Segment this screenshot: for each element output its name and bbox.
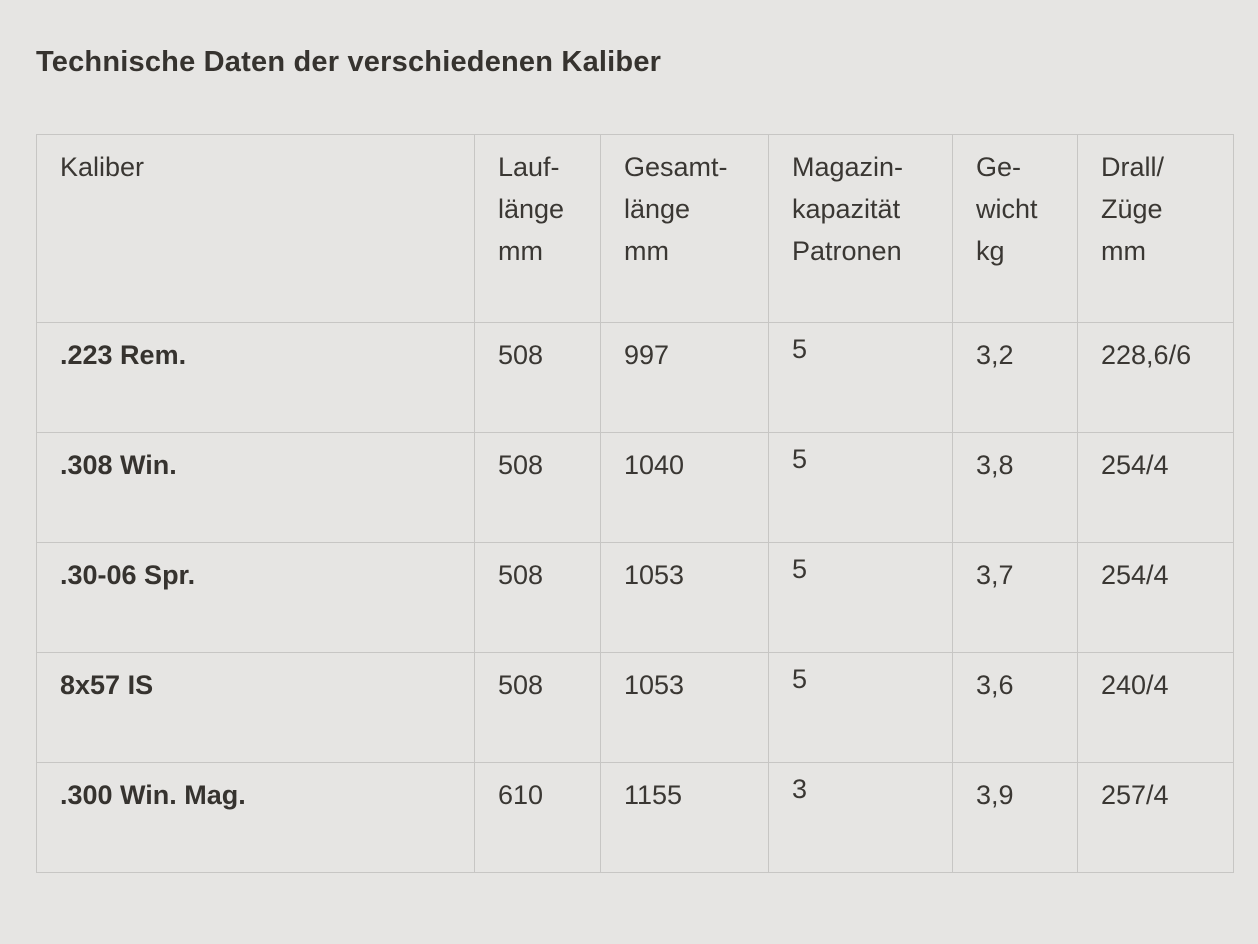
cell-kaliber: .30-06 Spr. xyxy=(36,542,475,653)
cell-kaliber: .308 Win. xyxy=(36,432,475,543)
column-header-gesamtlaenge: Gesamt- länge mm xyxy=(600,134,769,323)
cell-value: 257/4 xyxy=(1101,780,1169,810)
cell-value: 254/4 xyxy=(1101,450,1169,480)
cell-magazin: 5 xyxy=(768,322,953,433)
cell-magazin: 5 xyxy=(768,652,953,763)
cell-value: 508 xyxy=(498,560,544,590)
column-header-kaliber: Kaliber xyxy=(36,134,475,323)
cell-value: 8x57 IS xyxy=(60,670,154,700)
cell-gesamtlaenge: 1155 xyxy=(600,762,769,873)
cell-value: 240/4 xyxy=(1101,670,1169,700)
table-row: .30-06 Spr. 508 1053 5 3,7 254/4 xyxy=(36,542,1234,653)
cell-value: 5 xyxy=(792,664,808,694)
cell-magazin: 5 xyxy=(768,432,953,543)
cell-drall: 240/4 xyxy=(1077,652,1234,763)
cell-drall: 228,6/6 xyxy=(1077,322,1234,433)
cell-gesamtlaenge: 997 xyxy=(600,322,769,433)
cell-lauflaenge: 508 xyxy=(474,432,601,543)
cell-kaliber: .223 Rem. xyxy=(36,322,475,433)
cell-lauflaenge: 508 xyxy=(474,322,601,433)
cell-value: 3,2 xyxy=(976,340,1014,370)
cell-magazin: 5 xyxy=(768,542,953,653)
cell-value: 3,7 xyxy=(976,560,1014,590)
cell-value: 5 xyxy=(792,554,808,584)
column-header-drall: Drall/ Züge mm xyxy=(1077,134,1234,323)
cell-gewicht: 3,6 xyxy=(952,652,1078,763)
cell-value: 508 xyxy=(498,450,544,480)
cell-value: 508 xyxy=(498,340,544,370)
cell-magazin: 3 xyxy=(768,762,953,873)
cell-drall: 254/4 xyxy=(1077,432,1234,543)
cell-value: 1040 xyxy=(624,450,685,480)
cell-value: 610 xyxy=(498,780,544,810)
technical-data-table: Kaliber Lauf- länge mm Gesamt- länge mm … xyxy=(36,134,1234,873)
cell-value: .223 Rem. xyxy=(60,340,187,370)
page-title: Technische Daten der verschiedenen Kalib… xyxy=(36,46,662,78)
column-header-gewicht: Ge- wicht kg xyxy=(952,134,1078,323)
cell-kaliber: 8x57 IS xyxy=(36,652,475,763)
cell-gewicht: 3,2 xyxy=(952,322,1078,433)
cell-value: 1155 xyxy=(624,780,683,810)
table-row: 8x57 IS 508 1053 5 3,6 240/4 xyxy=(36,652,1234,763)
cell-value: .300 Win. Mag. xyxy=(60,780,246,810)
page: Technische Daten der verschiedenen Kalib… xyxy=(0,45,1258,944)
cell-gewicht: 3,7 xyxy=(952,542,1078,653)
cell-gewicht: 3,9 xyxy=(952,762,1078,873)
cell-value: 1053 xyxy=(624,560,685,590)
cell-value: 3,6 xyxy=(976,670,1014,700)
cell-gesamtlaenge: 1053 xyxy=(600,542,769,653)
cell-value: .30-06 Spr. xyxy=(60,560,196,590)
cell-gesamtlaenge: 1053 xyxy=(600,652,769,763)
table-row: .223 Rem. 508 997 5 3,2 228,6/6 xyxy=(36,322,1234,433)
column-header-lauflaenge: Lauf- länge mm xyxy=(474,134,601,323)
cell-kaliber: .300 Win. Mag. xyxy=(36,762,475,873)
cell-value: 3,8 xyxy=(976,450,1014,480)
cell-value: 3 xyxy=(792,774,808,804)
cell-value: 228,6/6 xyxy=(1101,340,1192,370)
cell-gesamtlaenge: 1040 xyxy=(600,432,769,543)
cell-value: 1053 xyxy=(624,670,685,700)
cell-value: 3,9 xyxy=(976,780,1014,810)
table-row: .300 Win. Mag. 610 1155 3 3,9 257/4 xyxy=(36,762,1234,873)
cell-value: 5 xyxy=(792,334,808,364)
table-row: .308 Win. 508 1040 5 3,8 254/4 xyxy=(36,432,1234,543)
table-body: .223 Rem. 508 997 5 3,2 228,6/6 .308 Win. 508 10… xyxy=(36,322,1234,873)
cell-value: 997 xyxy=(624,340,670,370)
cell-value: 508 xyxy=(498,670,544,700)
cell-drall: 257/4 xyxy=(1077,762,1234,873)
column-header-magazin: Magazin- kapazität Patronen xyxy=(768,134,953,323)
cell-lauflaenge: 508 xyxy=(474,652,601,763)
cell-gewicht: 3,8 xyxy=(952,432,1078,543)
cell-value: 254/4 xyxy=(1101,560,1169,590)
table-header-row: Kaliber Lauf- länge mm Gesamt- länge mm … xyxy=(36,134,1234,323)
cell-value: 5 xyxy=(792,444,808,474)
cell-lauflaenge: 610 xyxy=(474,762,601,873)
cell-drall: 254/4 xyxy=(1077,542,1234,653)
cell-value: .308 Win. xyxy=(60,450,177,480)
cell-lauflaenge: 508 xyxy=(474,542,601,653)
